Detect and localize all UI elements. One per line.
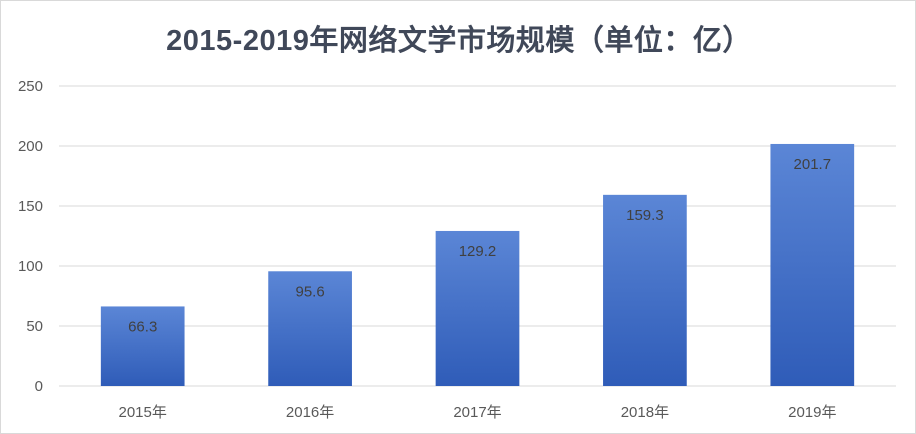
bar-2016年 <box>268 271 352 386</box>
x-tick-label: 2019年 <box>788 404 836 421</box>
x-tick-label: 2016年 <box>286 404 334 421</box>
y-tick-label: 150 <box>18 198 43 215</box>
bar-2015年 <box>100 306 185 386</box>
y-tick-label: 0 <box>35 378 43 395</box>
data-label: 159.3 <box>626 207 664 224</box>
bar-2018年 <box>603 194 687 386</box>
y-tick-label: 250 <box>18 78 43 95</box>
data-label: 201.7 <box>794 156 832 173</box>
y-tick-label: 100 <box>18 258 43 275</box>
data-label: 66.3 <box>128 318 157 335</box>
y-tick-label: 50 <box>26 318 43 335</box>
y-tick-label: 200 <box>18 138 43 155</box>
y-axis-ticks: 0 50 100 150 200 250 <box>18 78 43 395</box>
bars <box>100 143 855 386</box>
data-label: 95.6 <box>295 283 324 300</box>
bar-2019年 <box>770 143 855 386</box>
chart-title: 2015-2019年网络文学市场规模（单位：亿） <box>166 25 752 57</box>
bar-2017年 <box>435 230 520 386</box>
x-axis-ticks: 2015年 2016年 2017年 2018年 2019年 <box>119 404 837 421</box>
data-labels: 66.3 95.6 129.2 159.3 201.7 <box>128 156 831 335</box>
x-tick-label: 2018年 <box>621 404 669 421</box>
x-tick-label: 2017年 <box>453 404 501 421</box>
x-tick-label: 2015年 <box>119 404 167 421</box>
data-label: 129.2 <box>459 243 497 260</box>
